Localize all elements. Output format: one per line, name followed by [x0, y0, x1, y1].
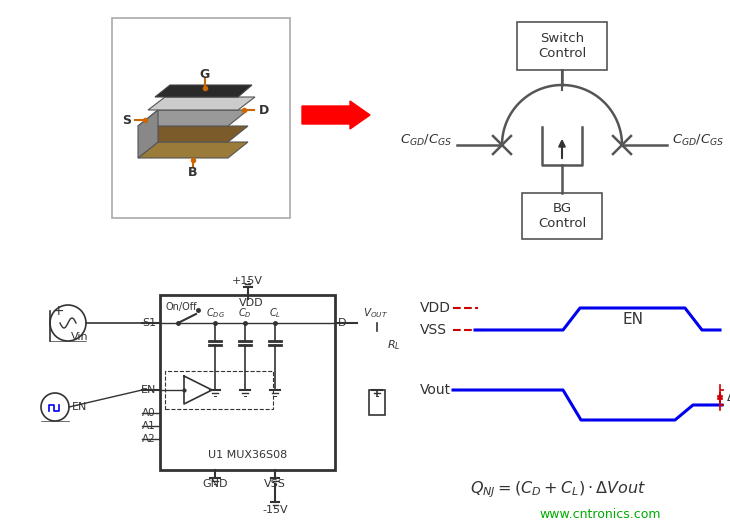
Bar [369, 390, 385, 415]
Text: S1: S1 [142, 318, 156, 328]
Text: Vout: Vout [420, 383, 451, 397]
Text: On/Off: On/Off [165, 302, 196, 312]
Text: +15V: +15V [232, 276, 263, 286]
Polygon shape [138, 110, 248, 126]
Text: D: D [259, 103, 269, 116]
Text: $Q_{NJ} = (C_D + C_L) \cdot \Delta Vout$: $Q_{NJ} = (C_D + C_L) \cdot \Delta Vout$ [470, 480, 647, 500]
Polygon shape [138, 142, 248, 158]
Text: VSS: VSS [264, 479, 286, 489]
Bar [517, 22, 607, 70]
Text: www.cntronics.com: www.cntronics.com [539, 509, 661, 522]
Polygon shape [148, 97, 255, 110]
Text: Vin: Vin [71, 332, 88, 342]
Text: EN: EN [622, 311, 643, 327]
Text: Switch
Control: Switch Control [538, 32, 586, 60]
Text: G: G [200, 67, 210, 81]
Text: EN: EN [72, 402, 88, 412]
FancyArrow shape [302, 101, 370, 129]
Text: A1: A1 [142, 421, 156, 431]
Text: U1 MUX36S08: U1 MUX36S08 [208, 450, 287, 460]
Bar [112, 18, 290, 218]
Text: GND: GND [202, 479, 228, 489]
Text: VDD: VDD [239, 298, 264, 308]
Text: -15V: -15V [262, 505, 288, 515]
Text: $C_{GD}/C_{GS}$: $C_{GD}/C_{GS}$ [672, 132, 724, 148]
Text: $V_{OUT}$: $V_{OUT}$ [363, 306, 388, 320]
Polygon shape [138, 110, 158, 158]
Text: A0: A0 [142, 408, 156, 418]
Text: $C_D$: $C_D$ [238, 306, 252, 320]
Text: D: D [338, 318, 347, 328]
Text: +: + [52, 304, 64, 318]
Bar [165, 371, 273, 409]
Text: $C_{GD}/C_{GS}$: $C_{GD}/C_{GS}$ [399, 132, 452, 148]
Text: S: S [123, 113, 131, 126]
Text: $C_L$: $C_L$ [269, 306, 281, 320]
Bar [160, 295, 335, 470]
Text: A2: A2 [142, 434, 156, 444]
Text: VSS: VSS [420, 323, 447, 337]
Text: VDD: VDD [420, 301, 451, 315]
Text: BG
Control: BG Control [538, 202, 586, 230]
Polygon shape [138, 126, 248, 142]
Text: $C_{DG}$: $C_{DG}$ [206, 306, 225, 320]
Text: EN: EN [141, 385, 156, 395]
Bar [522, 193, 602, 239]
Text: $R_L$: $R_L$ [387, 338, 401, 352]
Text: B: B [188, 165, 198, 179]
Text: $\Delta$Vout: $\Delta$Vout [726, 391, 730, 404]
Polygon shape [155, 85, 252, 97]
